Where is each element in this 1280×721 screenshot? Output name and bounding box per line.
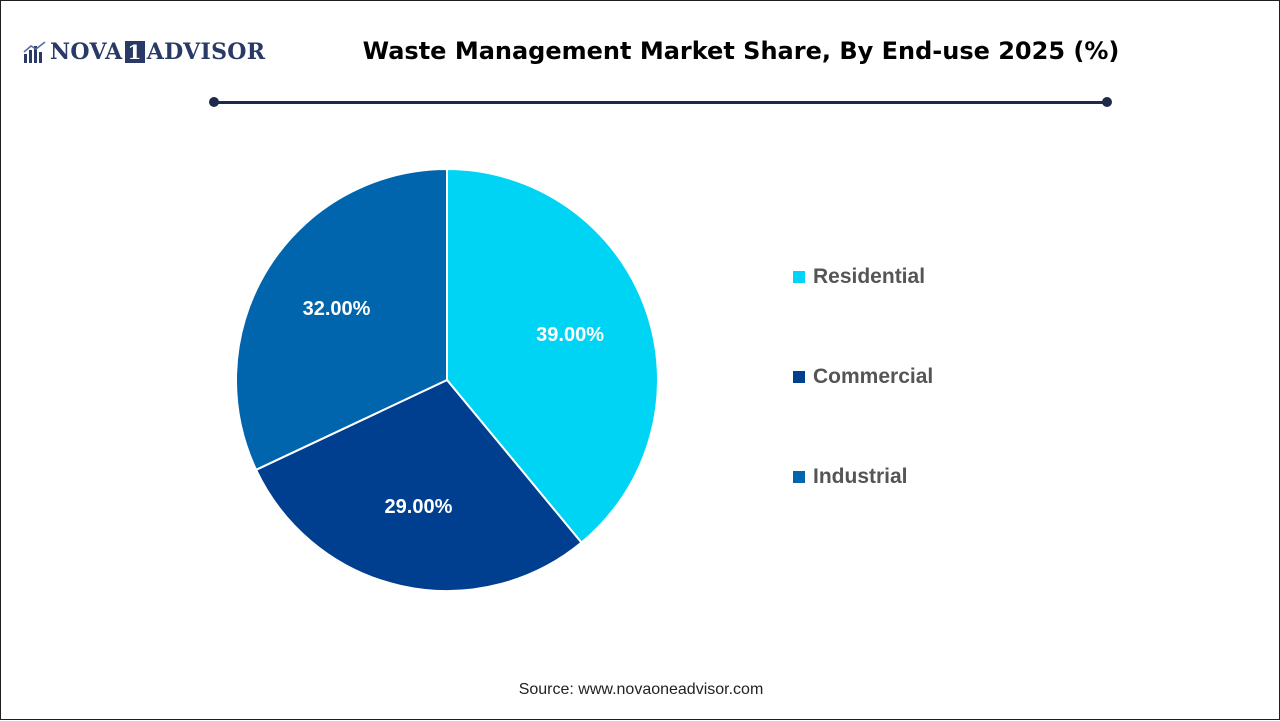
logo-text-left: NOVA (50, 39, 123, 65)
chart-title: Waste Management Market Share, By End-us… (362, 37, 1120, 65)
logo-text-right: ADVISOR (146, 39, 266, 65)
legend-swatch-residential (793, 271, 805, 283)
bar-chart-icon (23, 41, 46, 63)
legend: Residential Commercial Industrial (793, 263, 933, 563)
title-divider (214, 101, 1108, 104)
pie-slice-industrial (235, 167, 448, 472)
nova-advisor-logo: NOVA 1 ADVISOR (23, 39, 265, 65)
legend-label-residential: Residential (813, 265, 926, 288)
logo-text-box: 1 (124, 41, 145, 63)
divider-right-dot (1102, 97, 1112, 107)
data-label-industrial: 32.00% (303, 298, 371, 320)
legend-item-industrial: Industrial (793, 463, 933, 491)
legend-swatch-industrial (793, 471, 805, 483)
divider-left-dot (209, 97, 219, 107)
pie-slice-residential (446, 167, 659, 544)
pie-slice-commercial (254, 378, 583, 592)
source-note: Source: www.novaoneadvisor.com (518, 681, 764, 698)
legend-label-commercial: Commercial (813, 365, 934, 388)
data-label-commercial: 29.00% (385, 496, 453, 518)
legend-item-commercial: Commercial (793, 363, 933, 391)
legend-label-industrial: Industrial (813, 465, 908, 488)
legend-item-residential: Residential (793, 263, 933, 291)
legend-swatch-commercial (793, 371, 805, 383)
logo-text: NOVA 1 ADVISOR (50, 39, 265, 65)
data-label-residential: 39.00% (536, 324, 604, 346)
